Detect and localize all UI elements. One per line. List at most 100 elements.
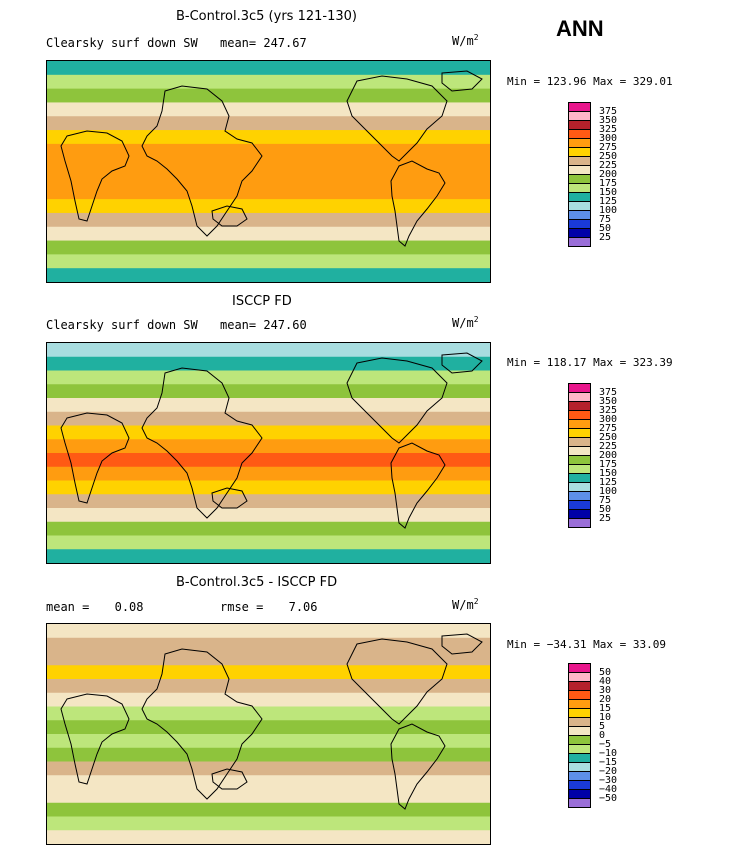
colorbar-level-label: 0: [599, 730, 606, 741]
latitude-band: [47, 802, 490, 817]
colorbar-level-label: 150: [599, 468, 618, 479]
latitude-band: [47, 651, 490, 666]
latitude-band: [47, 226, 490, 242]
panel1-mean-label: mean=: [220, 36, 257, 50]
panel1-min-value: 123.96: [546, 75, 587, 88]
colorbar-level-label: 175: [599, 178, 618, 189]
coastline: [141, 367, 263, 519]
latitude-band: [47, 775, 490, 790]
colorbar-level-label: 50: [599, 667, 612, 678]
latitude-band: [47, 549, 490, 563]
colorbar-level-label: 300: [599, 133, 618, 144]
panel2-map: [46, 342, 491, 564]
coastline: [60, 130, 130, 222]
latitude-band: [47, 199, 490, 214]
latitude-band: [47, 171, 490, 186]
latitude-band: [47, 425, 490, 440]
colorbar-level-label: 225: [599, 160, 618, 171]
coastline: [390, 160, 446, 247]
latitude-band: [47, 116, 490, 131]
panel3-mean-label: mean =: [46, 600, 90, 614]
panel3-units: W/m2: [452, 597, 479, 612]
coastline: [441, 70, 483, 92]
latitude-band: [47, 637, 490, 652]
latitude-band: [47, 665, 490, 680]
colorbar-level-label: 75: [599, 214, 612, 225]
colorbar-level-label: 150: [599, 187, 618, 198]
colorbar-level-label: 5: [599, 721, 606, 732]
colorbar-level-label: −10: [599, 748, 618, 759]
latitude-band: [47, 439, 490, 454]
latitude-band: [47, 102, 490, 117]
coastline: [346, 638, 448, 725]
latitude-band: [47, 212, 490, 228]
panel3-title: B-Control.3c5 - ISCCP FD: [176, 575, 338, 590]
latitude-band: [47, 679, 490, 694]
panel1-units: W/m2: [452, 33, 479, 48]
latitude-band: [47, 157, 490, 172]
panel1-variable: Clearsky surf down SW: [46, 36, 198, 50]
panel1-mean-value: 247.67: [263, 36, 307, 50]
colorbar-level-label: 40: [599, 676, 612, 687]
coastline: [141, 648, 263, 800]
latitude-band: [47, 480, 490, 495]
latitude-band: [47, 453, 490, 468]
colorbar-swatch: [568, 798, 591, 808]
latitude-band: [47, 535, 490, 550]
latitude-band: [47, 130, 490, 145]
latitude-band: [47, 240, 490, 255]
colorbar-level-label: 75: [599, 495, 612, 506]
panel2-min-value: 118.17: [546, 356, 587, 369]
coastline: [441, 352, 483, 374]
colorbar-level-label: 250: [599, 432, 618, 443]
panel2-title: ISCCP FD: [232, 294, 292, 309]
colorbar-level-label: 200: [599, 450, 618, 461]
panel1-minmax: Min = 123.96 Max = 329.01: [507, 75, 673, 88]
panel2-mean: mean= 247.60: [220, 318, 307, 332]
colorbar-level-label: 200: [599, 169, 618, 180]
latitude-band: [47, 789, 490, 804]
colorbar-level-label: 350: [599, 115, 618, 126]
colorbar-level-label: −50: [599, 793, 618, 804]
season-label: ANN: [556, 16, 604, 41]
colorbar-level-label: −20: [599, 766, 618, 777]
colorbar-level-label: 50: [599, 223, 612, 234]
panel3-colorbar: 50 40 30 20 15 10 5 0 −5 −10 −15 −20 −30 −40 −50: [568, 663, 617, 808]
colorbar-level-label: 275: [599, 423, 618, 434]
panel3-rmse-label: rmse =: [220, 600, 264, 614]
latitude-band: [47, 356, 490, 371]
panel2-colorbar: 375 350 325 300 275 250 225 200 175 150 125 100 75 50…: [568, 383, 617, 528]
panel1-max-value: 329.01: [632, 75, 673, 88]
latitude-band: [47, 61, 490, 76]
panel3-map: [46, 623, 491, 845]
coastline: [211, 487, 248, 509]
colorbar-level-label: −30: [599, 775, 618, 786]
coastline: [390, 723, 446, 810]
latitude-band: [47, 816, 490, 831]
latitude-band: [47, 830, 490, 844]
latitude-band: [47, 720, 490, 735]
latitude-band: [47, 185, 490, 200]
colorbar-level-label: 100: [599, 205, 618, 216]
panel3-rmse-value: 7.06: [288, 600, 318, 614]
colorbar-level-label: −40: [599, 784, 618, 795]
colorbar-level-label: 225: [599, 441, 618, 452]
latitude-band: [47, 370, 490, 385]
latitude-band: [47, 624, 490, 639]
panel2-variable: Clearsky surf down SW: [46, 318, 198, 332]
panel3-minmax: Min = −34.31 Max = 33.09: [507, 638, 666, 651]
coastline: [211, 768, 248, 790]
colorbar-level-label: 30: [599, 685, 612, 696]
coastline: [346, 357, 448, 444]
colorbar-swatch: [568, 237, 591, 247]
colorbar-level-label: 325: [599, 405, 618, 416]
colorbar-level-label: 125: [599, 477, 618, 488]
latitude-band: [47, 398, 490, 413]
latitude-band: [47, 706, 490, 721]
panel2-mean-label: mean=: [220, 318, 257, 332]
latitude-band: [47, 747, 490, 762]
colorbar-level-label: 25: [599, 232, 612, 243]
panel3-min-value: −34.31: [546, 638, 587, 651]
panel3-mean: mean = 0.08: [46, 600, 144, 614]
latitude-band: [47, 494, 490, 509]
